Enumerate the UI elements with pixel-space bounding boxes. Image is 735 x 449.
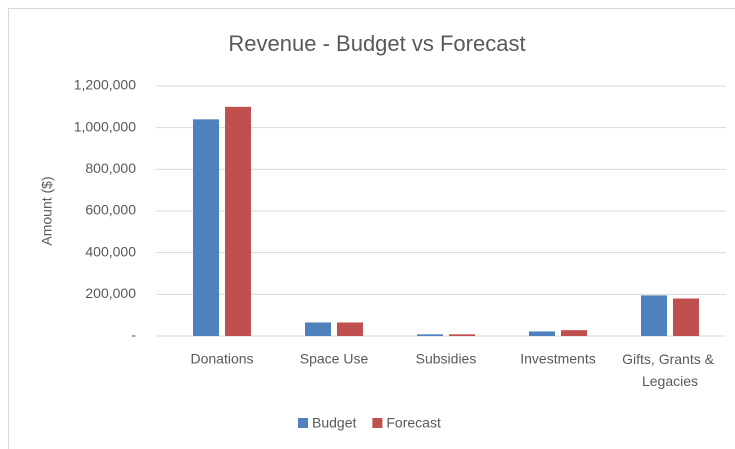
- bar: [305, 322, 331, 336]
- bar: [337, 322, 363, 336]
- legend-swatch: [298, 418, 308, 428]
- y-tick-label: 600,000: [85, 202, 136, 218]
- legend-label: Forecast: [386, 415, 441, 431]
- bar: [193, 119, 219, 336]
- x-tick-label: Space Use: [300, 351, 369, 367]
- bar: [529, 331, 555, 336]
- y-tick-label: -: [131, 327, 136, 343]
- x-tick-label-line: Gifts, Grants &: [622, 351, 718, 367]
- x-tick-label: Donations: [190, 351, 253, 367]
- bar: [561, 330, 587, 336]
- y-tick-label: 1,200,000: [74, 77, 136, 93]
- x-tick-label: Gifts, Grants & Legacies: [622, 351, 718, 389]
- y-tick-label: 400,000: [85, 243, 136, 259]
- x-tick-label-line: Legacies: [642, 373, 698, 389]
- legend-swatch: [372, 418, 383, 428]
- bar: [449, 334, 475, 336]
- bar: [673, 298, 699, 336]
- x-tick-label: Investments: [520, 351, 595, 367]
- chart-title: Revenue - Budget vs Forecast: [228, 31, 525, 56]
- y-tick-label: 800,000: [85, 160, 136, 176]
- y-axis-label: Amount ($): [39, 176, 55, 245]
- x-tick-label: Subsidies: [416, 351, 477, 367]
- bar: [225, 106, 251, 336]
- chart-border: [8, 8, 735, 449]
- bar: [417, 334, 443, 336]
- y-tick-label: 1,000,000: [74, 118, 136, 134]
- bar: [641, 295, 667, 336]
- y-tick-label: 200,000: [85, 285, 136, 301]
- legend-label: Budget: [312, 415, 356, 431]
